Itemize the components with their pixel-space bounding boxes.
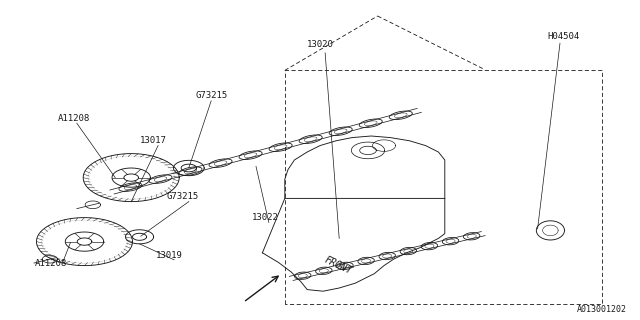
Text: 13022: 13022: [252, 213, 279, 222]
Text: G73215: G73215: [195, 92, 227, 100]
Text: 13017: 13017: [140, 136, 167, 145]
Text: A11208: A11208: [58, 114, 90, 123]
Text: H04504: H04504: [547, 32, 579, 41]
Text: A11208: A11208: [35, 260, 67, 268]
Text: 13020: 13020: [307, 40, 333, 49]
Text: A013001202: A013001202: [577, 305, 627, 314]
Text: 13019: 13019: [156, 252, 183, 260]
Text: G73215: G73215: [166, 192, 198, 201]
Text: FRONT: FRONT: [323, 255, 354, 276]
